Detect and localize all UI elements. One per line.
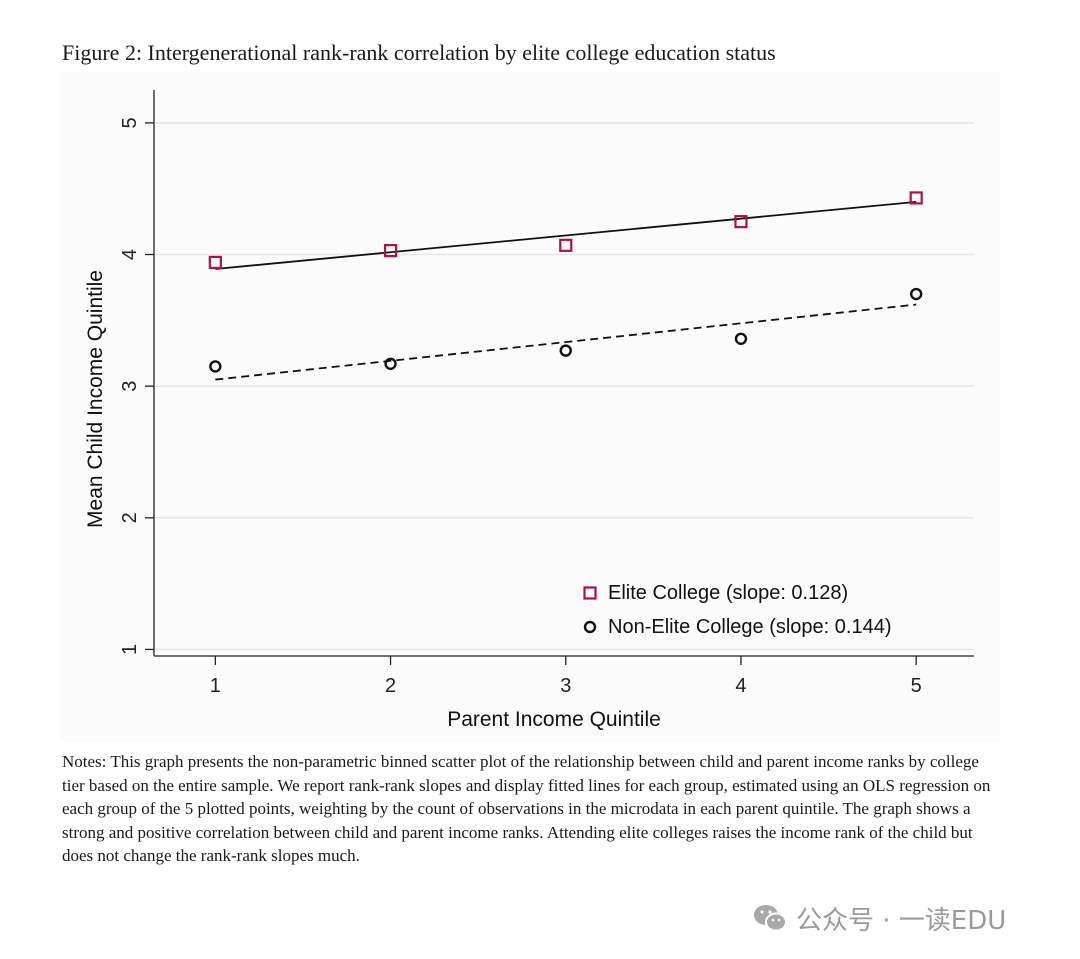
non-elite-point (209, 360, 222, 373)
axes: 1 2 3 4 5 1 2 3 4 5 Parent Income Quintile Mean Chi… (84, 90, 974, 731)
y-tick-label: 1 (119, 644, 141, 655)
x-tick-label: 5 (911, 675, 922, 697)
legend-label-elite: Elite College (slope: 0.128) (608, 582, 848, 604)
data-points (208, 191, 923, 373)
wechat-icon (754, 905, 787, 932)
y-tick-label: 2 (119, 512, 141, 523)
elite-point (559, 238, 573, 252)
fit-line-elite (215, 200, 917, 270)
scatter-chart: 1 2 3 4 5 1 2 3 4 5 Parent Income Quintile Mean Chi… (84, 90, 974, 731)
x-tick-label: 1 (210, 675, 221, 697)
legend-marker-non-elite (583, 620, 597, 634)
fit-line-non-elite (215, 303, 917, 381)
x-tick-label: 2 (385, 675, 396, 697)
elite-point (383, 243, 398, 258)
chart-panel: 1 2 3 4 5 1 2 3 4 5 Parent Income Quintile Mean Chi… (60, 72, 1000, 742)
watermark-text: 公众号 · 一读EDU (796, 905, 1007, 936)
y-tick-label: 4 (119, 249, 141, 260)
grid-layer (154, 122, 974, 651)
legend: Elite College (slope: 0.128) Non-Elite Co… (583, 582, 892, 638)
y-axis-title: Mean Child Income Quintile (84, 270, 107, 528)
non-elite-point (734, 332, 748, 345)
figure-notes: Notes: This graph presents the non-param… (62, 752, 991, 865)
legend-marker-elite (583, 586, 597, 600)
y-tick-label: 3 (119, 381, 141, 392)
figure-title: Figure 2: Intergenerational rank-rank co… (62, 40, 776, 65)
x-tick-label: 3 (560, 675, 571, 697)
non-elite-point (909, 287, 923, 301)
x-axis-title: Parent Income Quintile (447, 708, 661, 731)
non-elite-point (384, 357, 397, 370)
elite-point (909, 191, 923, 205)
elite-point (208, 255, 222, 270)
elite-point (734, 215, 748, 229)
x-tick-label: 4 (735, 675, 746, 697)
fit-lines (215, 200, 917, 381)
non-elite-point (559, 344, 572, 357)
y-tick-label: 5 (119, 117, 141, 128)
legend-label-non-elite: Non-Elite College (slope: 0.144) (608, 616, 892, 638)
watermark: 公众号 · 一读EDU (752, 898, 1006, 938)
